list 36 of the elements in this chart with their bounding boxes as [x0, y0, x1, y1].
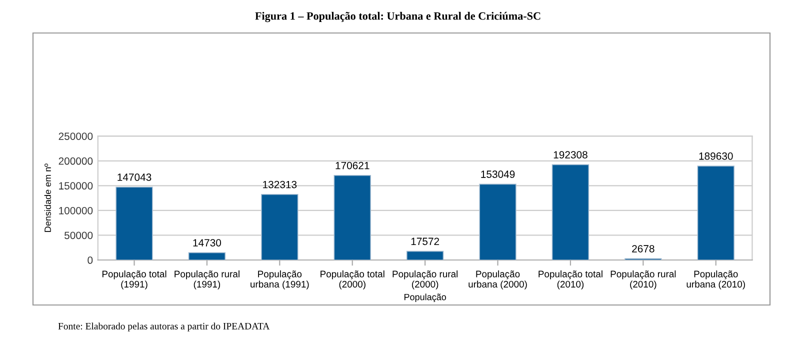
y-tick-label: 50000: [64, 232, 93, 240]
data-label: 17572: [411, 238, 440, 246]
source-note: Fonte: Elaborado pelas autoras a partir do IPEADATA: [58, 322, 270, 332]
bar: [552, 164, 590, 260]
x-tick-label: População rural (2000): [392, 270, 458, 290]
data-label: 147043: [118, 174, 152, 181]
bar: [479, 184, 516, 260]
x-axis-title: População: [404, 294, 446, 302]
bar: [697, 166, 734, 260]
bar: [261, 194, 298, 260]
bar: [188, 252, 226, 260]
x-tick-label: População rural (2010): [610, 270, 676, 290]
bar: [406, 250, 444, 260]
data-label: 189630: [699, 152, 733, 160]
y-tick-label: 0: [88, 256, 93, 264]
data-label: 170621: [336, 162, 370, 170]
y-tick-label: 100000: [59, 206, 93, 214]
data-label: 132313: [263, 180, 297, 188]
data-label: 153049: [481, 170, 515, 178]
x-tick-label: População total (2000): [320, 270, 384, 290]
bar: [116, 186, 153, 260]
data-label: 2678: [632, 245, 654, 252]
x-tick-label: População rural (1991): [174, 270, 240, 290]
x-tick-label: População total (2010): [538, 270, 602, 290]
chart-title: Figura 1 – População total: Urbana e Rural de Criciúma-SC: [255, 12, 540, 22]
y-tick-label: 250000: [58, 132, 93, 140]
x-tick-label: População urbana (1991): [250, 270, 309, 290]
y-tick-label: 200000: [58, 157, 93, 165]
data-label: 14730: [193, 239, 222, 246]
data-label: 192308: [554, 151, 588, 158]
y-axis-title: Densidade em nº: [44, 164, 51, 232]
y-tick-label: 150000: [59, 182, 93, 190]
x-tick-label: População urbana (2010): [686, 270, 745, 290]
bar: [334, 175, 371, 260]
x-tick-label: População total (1991): [102, 270, 166, 290]
x-tick-label: População urbana (2000): [468, 270, 527, 290]
